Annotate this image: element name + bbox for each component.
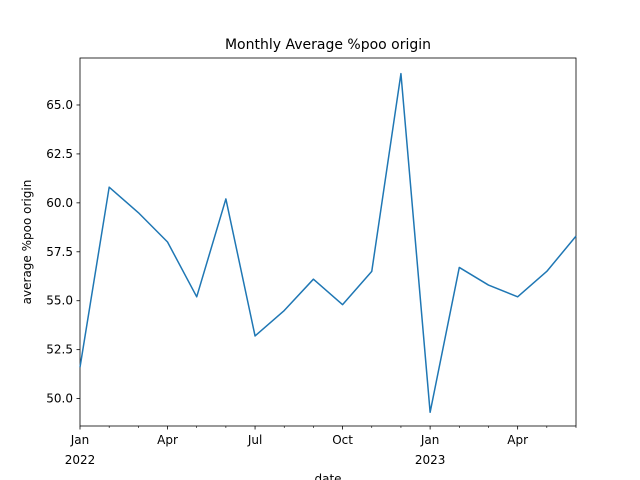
- y-tick-label: 55.0: [46, 294, 73, 308]
- x-tick-label: Apr: [157, 433, 178, 447]
- x-tick-label: Oct: [332, 433, 353, 447]
- y-tick-label: 52.5: [46, 343, 73, 357]
- x-tick-label: Jul: [247, 433, 262, 447]
- x-tick-label: Jan: [420, 433, 440, 447]
- y-tick-label: 60.0: [46, 196, 73, 210]
- y-tick-label: 50.0: [46, 392, 73, 406]
- series-line: [79, 72, 577, 414]
- x-tick-year-label: 2023: [415, 453, 446, 467]
- y-axis-label: average %poo origin: [20, 180, 34, 305]
- y-tick-label: 57.5: [46, 245, 73, 259]
- chart-title: Monthly Average %poo origin: [225, 37, 431, 53]
- plot-frame: [79, 57, 577, 427]
- x-tick-label: Jan: [70, 433, 90, 447]
- y-tick-label: 62.5: [46, 147, 73, 161]
- y-tick-label: 65.0: [46, 98, 73, 112]
- x-tick-label: Apr: [507, 433, 528, 447]
- x-axis-label: date: [314, 472, 341, 480]
- plot-area: 50.0 52.5 55.0 57.5 60.0 62.5 65.0 Jan 2022 Apr Ju…: [46, 57, 577, 467]
- x-tick-year-label: 2022: [65, 453, 96, 467]
